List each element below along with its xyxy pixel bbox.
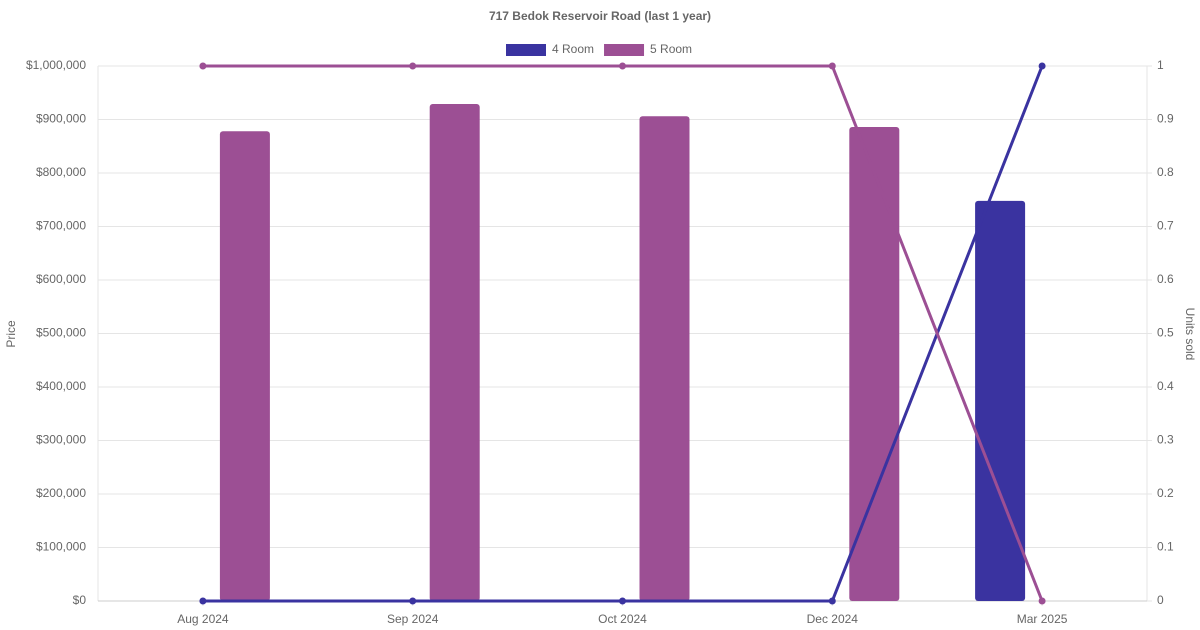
bar bbox=[429, 103, 480, 602]
x-tick-label: Aug 2024 bbox=[177, 612, 229, 626]
legend-label: 4 Room bbox=[552, 42, 594, 56]
point bbox=[619, 62, 626, 70]
bar bbox=[849, 126, 900, 602]
y2-tick-label: 0.8 bbox=[1157, 165, 1174, 179]
point bbox=[199, 62, 207, 70]
y-tick-label: $800,000 bbox=[36, 165, 86, 179]
y2-tick-label: 0.4 bbox=[1157, 379, 1174, 393]
point bbox=[1038, 597, 1046, 605]
y2-tick-label: 0.3 bbox=[1157, 433, 1174, 447]
point bbox=[828, 62, 836, 70]
point bbox=[199, 597, 207, 605]
y-tick-label: $400,000 bbox=[36, 379, 86, 393]
y2-tick-label: 0.5 bbox=[1157, 326, 1174, 340]
bar bbox=[975, 200, 1026, 601]
y-tick-label: $700,000 bbox=[36, 219, 86, 233]
y-tick-label: $200,000 bbox=[36, 486, 86, 500]
point bbox=[409, 62, 417, 70]
y2-tick-label: 1 bbox=[1157, 58, 1164, 72]
point bbox=[1038, 62, 1046, 70]
y-tick-label: $1,000,000 bbox=[26, 58, 86, 72]
x-tick-label: Mar 2025 bbox=[1017, 612, 1068, 626]
y-tick-label: $0 bbox=[73, 593, 87, 607]
y-tick-label: $600,000 bbox=[36, 272, 86, 286]
chart-title: 717 Bedok Reservoir Road (last 1 year) bbox=[489, 9, 711, 23]
y2-axis-title: Units sold bbox=[1183, 308, 1197, 361]
y2-tick-label: 0.2 bbox=[1157, 486, 1174, 500]
legend-swatch bbox=[604, 44, 645, 56]
y2-tick-label: 0.1 bbox=[1157, 540, 1174, 554]
point bbox=[619, 597, 626, 605]
x-tick-label: Sep 2024 bbox=[387, 612, 439, 626]
legend-swatch bbox=[506, 44, 546, 56]
y2-tick-label: 0.9 bbox=[1157, 112, 1174, 126]
y-tick-label: $100,000 bbox=[36, 540, 86, 554]
y2-tick-label: 0.6 bbox=[1157, 272, 1174, 286]
y-tick-label: $500,000 bbox=[36, 326, 86, 340]
x-tick-label: Dec 2024 bbox=[807, 612, 859, 626]
point bbox=[409, 597, 417, 605]
legend-label: 5 Room bbox=[650, 42, 692, 56]
bar bbox=[639, 116, 690, 601]
y2-tick-label: 0 bbox=[1157, 593, 1164, 607]
y-axis-title: Price bbox=[4, 320, 18, 348]
y-tick-label: $900,000 bbox=[36, 112, 86, 126]
bar bbox=[219, 131, 270, 601]
y-tick-label: $300,000 bbox=[36, 433, 86, 447]
x-tick-label: Oct 2024 bbox=[598, 612, 647, 626]
y2-tick-label: 0.7 bbox=[1157, 219, 1174, 233]
point bbox=[828, 597, 836, 605]
